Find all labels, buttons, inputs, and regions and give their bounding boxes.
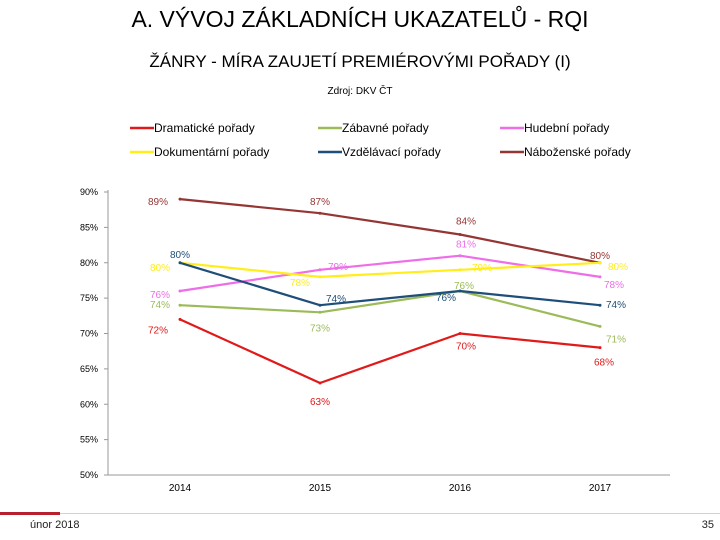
legend-label: Zábavné pořady — [342, 121, 429, 135]
data-point — [458, 233, 462, 236]
legend-label: Náboženské pořady — [524, 145, 631, 159]
data-point — [598, 346, 602, 350]
data-point — [458, 332, 462, 335]
data-label: 70% — [456, 342, 476, 353]
chart-subtitle: ŽÁNRY - MÍRA ZAUJETÍ PREMIÉROVÝMI POŘADY… — [149, 52, 571, 71]
legend-label: Dokumentární pořady — [154, 145, 269, 159]
data-point — [318, 381, 322, 385]
footer-accent-bar — [0, 512, 60, 515]
data-label: 76% — [150, 290, 170, 301]
slide-title: A. VÝVOJ ZÁKLADNÍCH UKAZATELŮ - RQI — [131, 6, 589, 32]
series-line — [179, 261, 601, 278]
data-label: 74% — [326, 294, 346, 305]
source-note: Zdroj: DKV ČT — [327, 86, 393, 97]
series-line — [179, 198, 601, 264]
data-label: 78% — [604, 280, 624, 291]
data-point — [598, 324, 602, 328]
data-label: 71% — [606, 334, 626, 345]
data-label: 73% — [310, 323, 330, 334]
legend-label: Vzdělávací pořady — [342, 145, 441, 159]
data-point — [318, 268, 322, 272]
data-label: 84% — [456, 216, 476, 227]
y-tick-label: 75% — [80, 293, 98, 303]
data-point — [178, 261, 182, 265]
data-label: 80% — [608, 262, 628, 273]
data-point — [598, 275, 602, 279]
y-tick-label: 80% — [80, 258, 98, 268]
data-label: 76% — [436, 293, 456, 304]
data-point — [178, 303, 182, 307]
data-point — [458, 268, 462, 272]
data-point — [318, 310, 322, 314]
series-line — [179, 261, 601, 307]
data-label: 81% — [456, 240, 476, 251]
legend-label: Hudební pořady — [524, 121, 609, 135]
footer-date: únor 2018 — [30, 519, 80, 531]
line-chart: 50% 55% 60% 65% 70% 75% 80% 85% 90% 2014 2015 2016 2… — [80, 121, 670, 494]
data-label: 78% — [290, 278, 310, 289]
series-line — [179, 318, 601, 385]
data-point — [598, 261, 602, 265]
data-point — [318, 275, 322, 279]
data-label: 79% — [328, 262, 348, 273]
data-label: 80% — [590, 251, 610, 262]
footer-divider — [0, 513, 720, 514]
legend-label: Dramatické pořady — [154, 121, 255, 135]
data-label: 80% — [150, 263, 170, 274]
data-label: 79% — [472, 263, 492, 274]
x-tick-label: 2015 — [309, 483, 332, 494]
data-point — [178, 289, 182, 293]
data-label: 87% — [310, 197, 330, 208]
data-point — [318, 303, 322, 307]
page-number: 35 — [701, 519, 714, 531]
x-tick-label: 2017 — [589, 483, 612, 494]
data-label: 74% — [150, 300, 170, 311]
y-tick-label: 55% — [80, 435, 98, 445]
data-label: 68% — [594, 358, 614, 369]
x-tick-label: 2016 — [449, 483, 472, 494]
series-line — [179, 289, 601, 328]
data-point — [318, 211, 322, 215]
data-point — [458, 254, 462, 258]
data-point — [598, 303, 602, 307]
data-label: 63% — [310, 397, 330, 408]
x-tick-label: 2014 — [169, 483, 192, 494]
data-point — [178, 197, 182, 201]
data-label: 76% — [454, 281, 474, 292]
data-label: 72% — [148, 325, 168, 336]
y-tick-label: 50% — [80, 470, 98, 480]
data-point — [178, 317, 182, 321]
y-tick-label: 70% — [80, 329, 98, 339]
y-tick-label: 65% — [80, 364, 98, 374]
data-point — [458, 289, 462, 293]
y-tick-label: 85% — [80, 222, 98, 232]
data-label: 74% — [606, 300, 626, 311]
data-label: 80% — [170, 250, 190, 261]
y-tick-label: 60% — [80, 399, 98, 409]
data-label: 89% — [148, 197, 168, 208]
y-tick-label: 90% — [80, 187, 98, 197]
